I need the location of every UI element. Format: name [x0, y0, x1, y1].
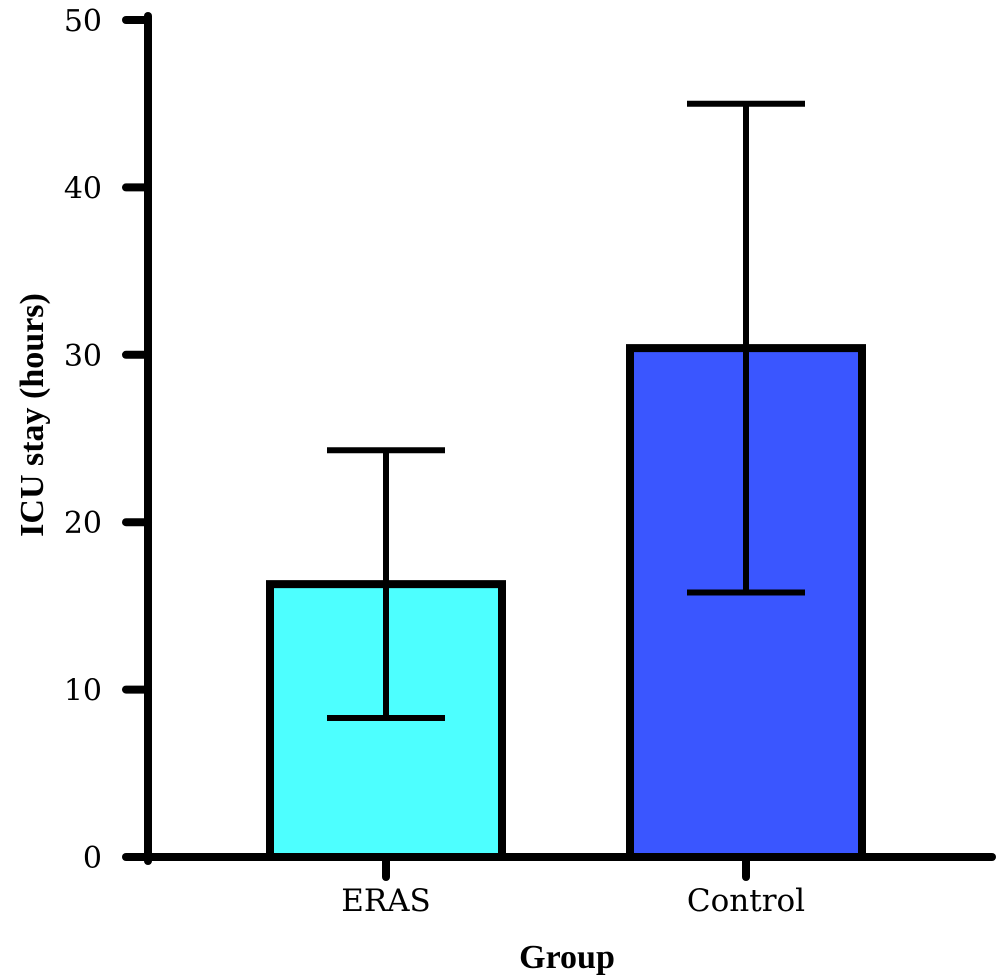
y-tick-label-50: 50	[64, 4, 102, 39]
x-axis-title: Group	[519, 939, 615, 976]
y-tick-label-10: 10	[64, 674, 102, 709]
error-bars-group	[327, 100, 805, 722]
y-tick-label-0: 0	[83, 841, 102, 876]
axes-group	[122, 12, 996, 881]
x-tick-label-eras: ERAS	[341, 883, 431, 919]
x-tick-label-control: Control	[687, 883, 805, 919]
y-tick-label-40: 40	[64, 171, 102, 206]
y-tick-label-20: 20	[64, 506, 102, 541]
tick-labels-group: ERAS Control 0 10 20 30 40 50	[64, 4, 805, 919]
y-axis-title: ICU stay (hours)	[14, 293, 51, 537]
bars-group	[266, 344, 866, 861]
y-tick-label-30: 30	[64, 339, 102, 374]
